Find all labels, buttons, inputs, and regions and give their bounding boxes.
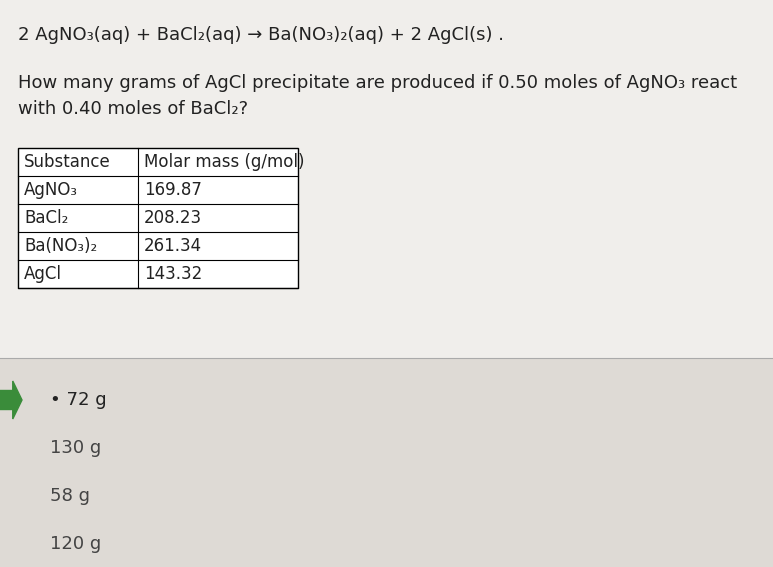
- Text: 208.23: 208.23: [144, 209, 202, 227]
- Text: AgCl: AgCl: [24, 265, 62, 283]
- Bar: [0, 358, 773, 567]
- Polygon shape: [0, 381, 22, 419]
- Text: 169.87: 169.87: [144, 181, 202, 199]
- Text: Ba(NO₃)₂: Ba(NO₃)₂: [24, 237, 97, 255]
- Text: 130 g: 130 g: [50, 439, 101, 457]
- Bar: [18, 148, 298, 288]
- Text: 58 g: 58 g: [50, 487, 90, 505]
- Text: 261.34: 261.34: [144, 237, 202, 255]
- Text: Molar mass (g/mol): Molar mass (g/mol): [144, 153, 305, 171]
- Text: 120 g: 120 g: [50, 535, 101, 553]
- Text: BaCl₂: BaCl₂: [24, 209, 68, 227]
- Text: 143.32: 143.32: [144, 265, 203, 283]
- Text: AgNO₃: AgNO₃: [24, 181, 78, 199]
- Text: How many grams of AgCl precipitate are produced if 0.50 moles of AgNO₃ react: How many grams of AgCl precipitate are p…: [18, 74, 737, 92]
- Text: • 72 g: • 72 g: [50, 391, 107, 409]
- Text: 2 AgNO₃(aq) + BaCl₂(aq) → Ba(NO₃)₂(aq) + 2 AgCl(s) .: 2 AgNO₃(aq) + BaCl₂(aq) → Ba(NO₃)₂(aq) +…: [18, 26, 504, 44]
- Text: with 0.40 moles of BaCl₂?: with 0.40 moles of BaCl₂?: [18, 100, 248, 118]
- Bar: [0, 0, 773, 358]
- Text: Substance: Substance: [24, 153, 111, 171]
